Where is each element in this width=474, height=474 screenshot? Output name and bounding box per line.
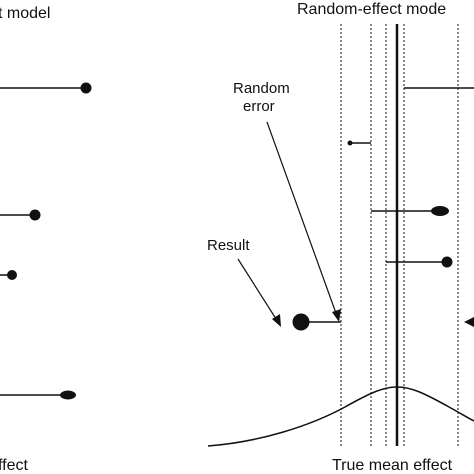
right-study-5 [292, 313, 341, 331]
result-arrowhead [272, 314, 281, 327]
edge-arrowhead [464, 317, 474, 327]
random-error-label-line-1: Random [233, 80, 290, 97]
random-effect-panel: Random-effect mode [207, 1, 474, 474]
left-panel-title: t model [0, 5, 50, 22]
left-study-3 [0, 270, 17, 280]
right-study-4-result-dot [441, 256, 453, 268]
distribution-curve [207, 386, 474, 447]
left-study-4 [0, 390, 76, 400]
left-study-2-result-dot [29, 209, 41, 221]
fixed-effect-panel: t model ffect [0, 5, 92, 474]
left-study-2 [0, 209, 41, 221]
left-study-1-result-dot [80, 82, 92, 94]
right-axis-label: True mean effect [332, 457, 453, 474]
result-arrow-line [237, 258, 279, 323]
right-panel-title: Random-effect mode [297, 1, 446, 18]
right-study-3-result-dot [431, 206, 449, 216]
random-error-arrow-line [266, 121, 338, 317]
left-axis-label: ffect [0, 457, 29, 474]
random-error-arrowhead [332, 309, 341, 322]
left-study-1 [0, 82, 92, 94]
right-study-4 [386, 256, 453, 268]
right-study-2 [347, 140, 371, 146]
left-study-4-result-dot [60, 390, 76, 400]
random-error-label-line-2: error [243, 98, 275, 115]
right-study-3 [371, 206, 449, 216]
result-label: Result [207, 237, 250, 254]
left-study-3-result-dot [7, 270, 17, 280]
